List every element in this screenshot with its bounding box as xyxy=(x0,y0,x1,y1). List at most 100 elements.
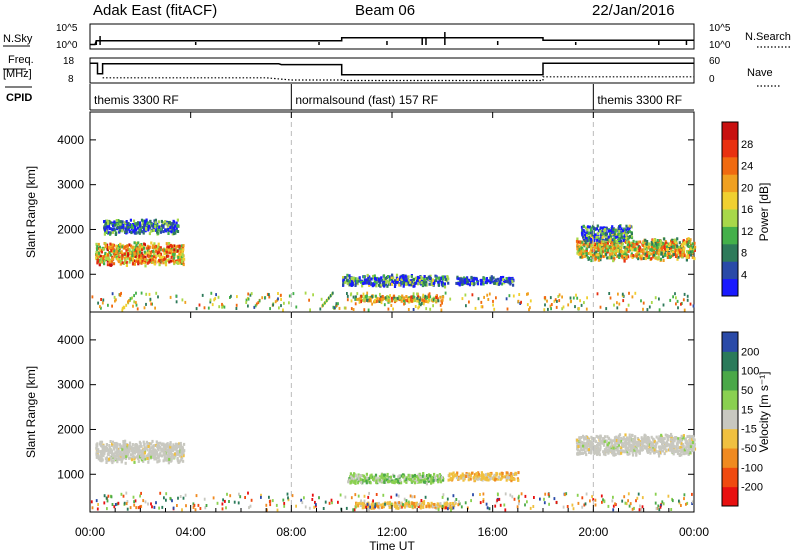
echo-cell xyxy=(622,445,625,448)
echo-cell xyxy=(580,252,583,256)
echo-cell xyxy=(612,504,615,508)
echo-cell xyxy=(165,456,168,460)
echo-cell xyxy=(611,448,614,452)
echo-cell xyxy=(142,440,145,444)
echo-cell xyxy=(269,503,272,507)
echo-cell xyxy=(133,457,136,461)
echo-cell xyxy=(606,256,609,260)
echo-cell xyxy=(153,219,156,223)
echo-cell xyxy=(497,282,501,286)
echo-cell xyxy=(505,279,508,283)
echo-cell xyxy=(682,452,685,455)
echo-cell xyxy=(117,501,120,505)
echo-cell xyxy=(678,499,680,503)
echo-cell xyxy=(603,229,606,232)
echo-cell xyxy=(622,239,625,242)
echo-cell xyxy=(112,230,115,234)
echo-cell xyxy=(642,257,645,260)
echo-cell xyxy=(405,279,408,283)
echo-cell xyxy=(139,250,142,254)
echo-cell xyxy=(138,444,141,448)
echo-cell xyxy=(518,293,521,296)
echo-cell xyxy=(579,444,582,448)
echo-cell xyxy=(680,252,683,256)
echo-cell xyxy=(547,307,549,311)
echo-cell xyxy=(647,436,650,440)
echo-cell xyxy=(331,291,334,295)
echo-cell xyxy=(97,450,100,454)
echo-cell xyxy=(363,503,366,507)
echo-cell xyxy=(166,259,169,263)
echo-cell xyxy=(346,292,348,295)
echo-cell xyxy=(131,446,134,450)
echo-cell xyxy=(654,254,657,258)
freq-tick-bottom: 8 xyxy=(68,74,74,85)
echo-cell xyxy=(663,237,666,241)
echo-cell xyxy=(451,501,454,505)
echo-cell xyxy=(442,275,445,279)
echo-cell xyxy=(594,449,597,453)
echo-cell xyxy=(478,477,481,481)
echo-cell xyxy=(150,229,153,233)
echo-cell xyxy=(508,279,511,283)
echo-cell xyxy=(616,235,619,239)
echo-cell xyxy=(658,448,661,452)
echo-cell xyxy=(374,277,377,280)
echo-cell xyxy=(425,283,428,287)
echo-cell xyxy=(401,298,404,302)
echo-cell xyxy=(680,439,683,443)
echo-cell xyxy=(660,251,663,255)
echo-cell xyxy=(304,291,307,295)
echo-cell xyxy=(129,218,132,222)
echo-cell xyxy=(121,255,124,259)
echo-cell xyxy=(358,276,361,280)
echo-cell xyxy=(104,445,107,449)
echo-cell xyxy=(640,249,643,253)
echo-cell xyxy=(443,502,446,506)
echo-cell xyxy=(598,245,601,249)
echo-cell xyxy=(468,472,471,476)
echo-cell xyxy=(159,261,162,265)
echo-cell xyxy=(135,243,138,247)
echo-cell xyxy=(690,244,693,248)
echo-cell xyxy=(214,297,217,301)
echo-cell xyxy=(99,305,101,309)
echo-cell xyxy=(569,296,572,300)
echo-cell xyxy=(583,436,586,440)
echo-cell xyxy=(374,505,376,509)
echo-cell xyxy=(444,291,447,295)
echo-cell xyxy=(612,250,615,254)
echo-cell xyxy=(592,449,595,453)
echo-cell xyxy=(343,306,346,310)
echo-cell xyxy=(170,255,173,259)
echo-cell xyxy=(619,246,622,250)
echo-cell xyxy=(528,308,530,312)
echo-cell xyxy=(141,222,144,226)
echo-cell xyxy=(111,461,114,465)
echo-cell xyxy=(154,225,157,228)
freq-panel-frame xyxy=(89,57,695,84)
echo-cell xyxy=(171,224,174,228)
y-tick-label: 4000 xyxy=(57,133,84,147)
echo-cell xyxy=(411,504,414,508)
echo-cell xyxy=(654,241,657,245)
echo-cell xyxy=(368,508,370,512)
echo-cell xyxy=(159,453,162,457)
echo-cell xyxy=(611,238,614,242)
echo-cell xyxy=(148,224,151,228)
echo-cell xyxy=(342,278,345,282)
echo-cell xyxy=(432,298,435,302)
echo-cell xyxy=(418,305,421,309)
echo-cell xyxy=(670,432,673,436)
echo-cell xyxy=(624,249,627,253)
echo-cell xyxy=(678,440,681,444)
echo-cell xyxy=(149,297,152,301)
echo-cell xyxy=(625,228,628,232)
echo-cell xyxy=(322,303,324,307)
echo-cell xyxy=(159,446,162,449)
echo-cell xyxy=(517,471,520,475)
echo-cell xyxy=(461,282,464,286)
echo-cell xyxy=(591,441,594,445)
echo-cell xyxy=(329,294,332,298)
echo-cell xyxy=(671,240,674,244)
